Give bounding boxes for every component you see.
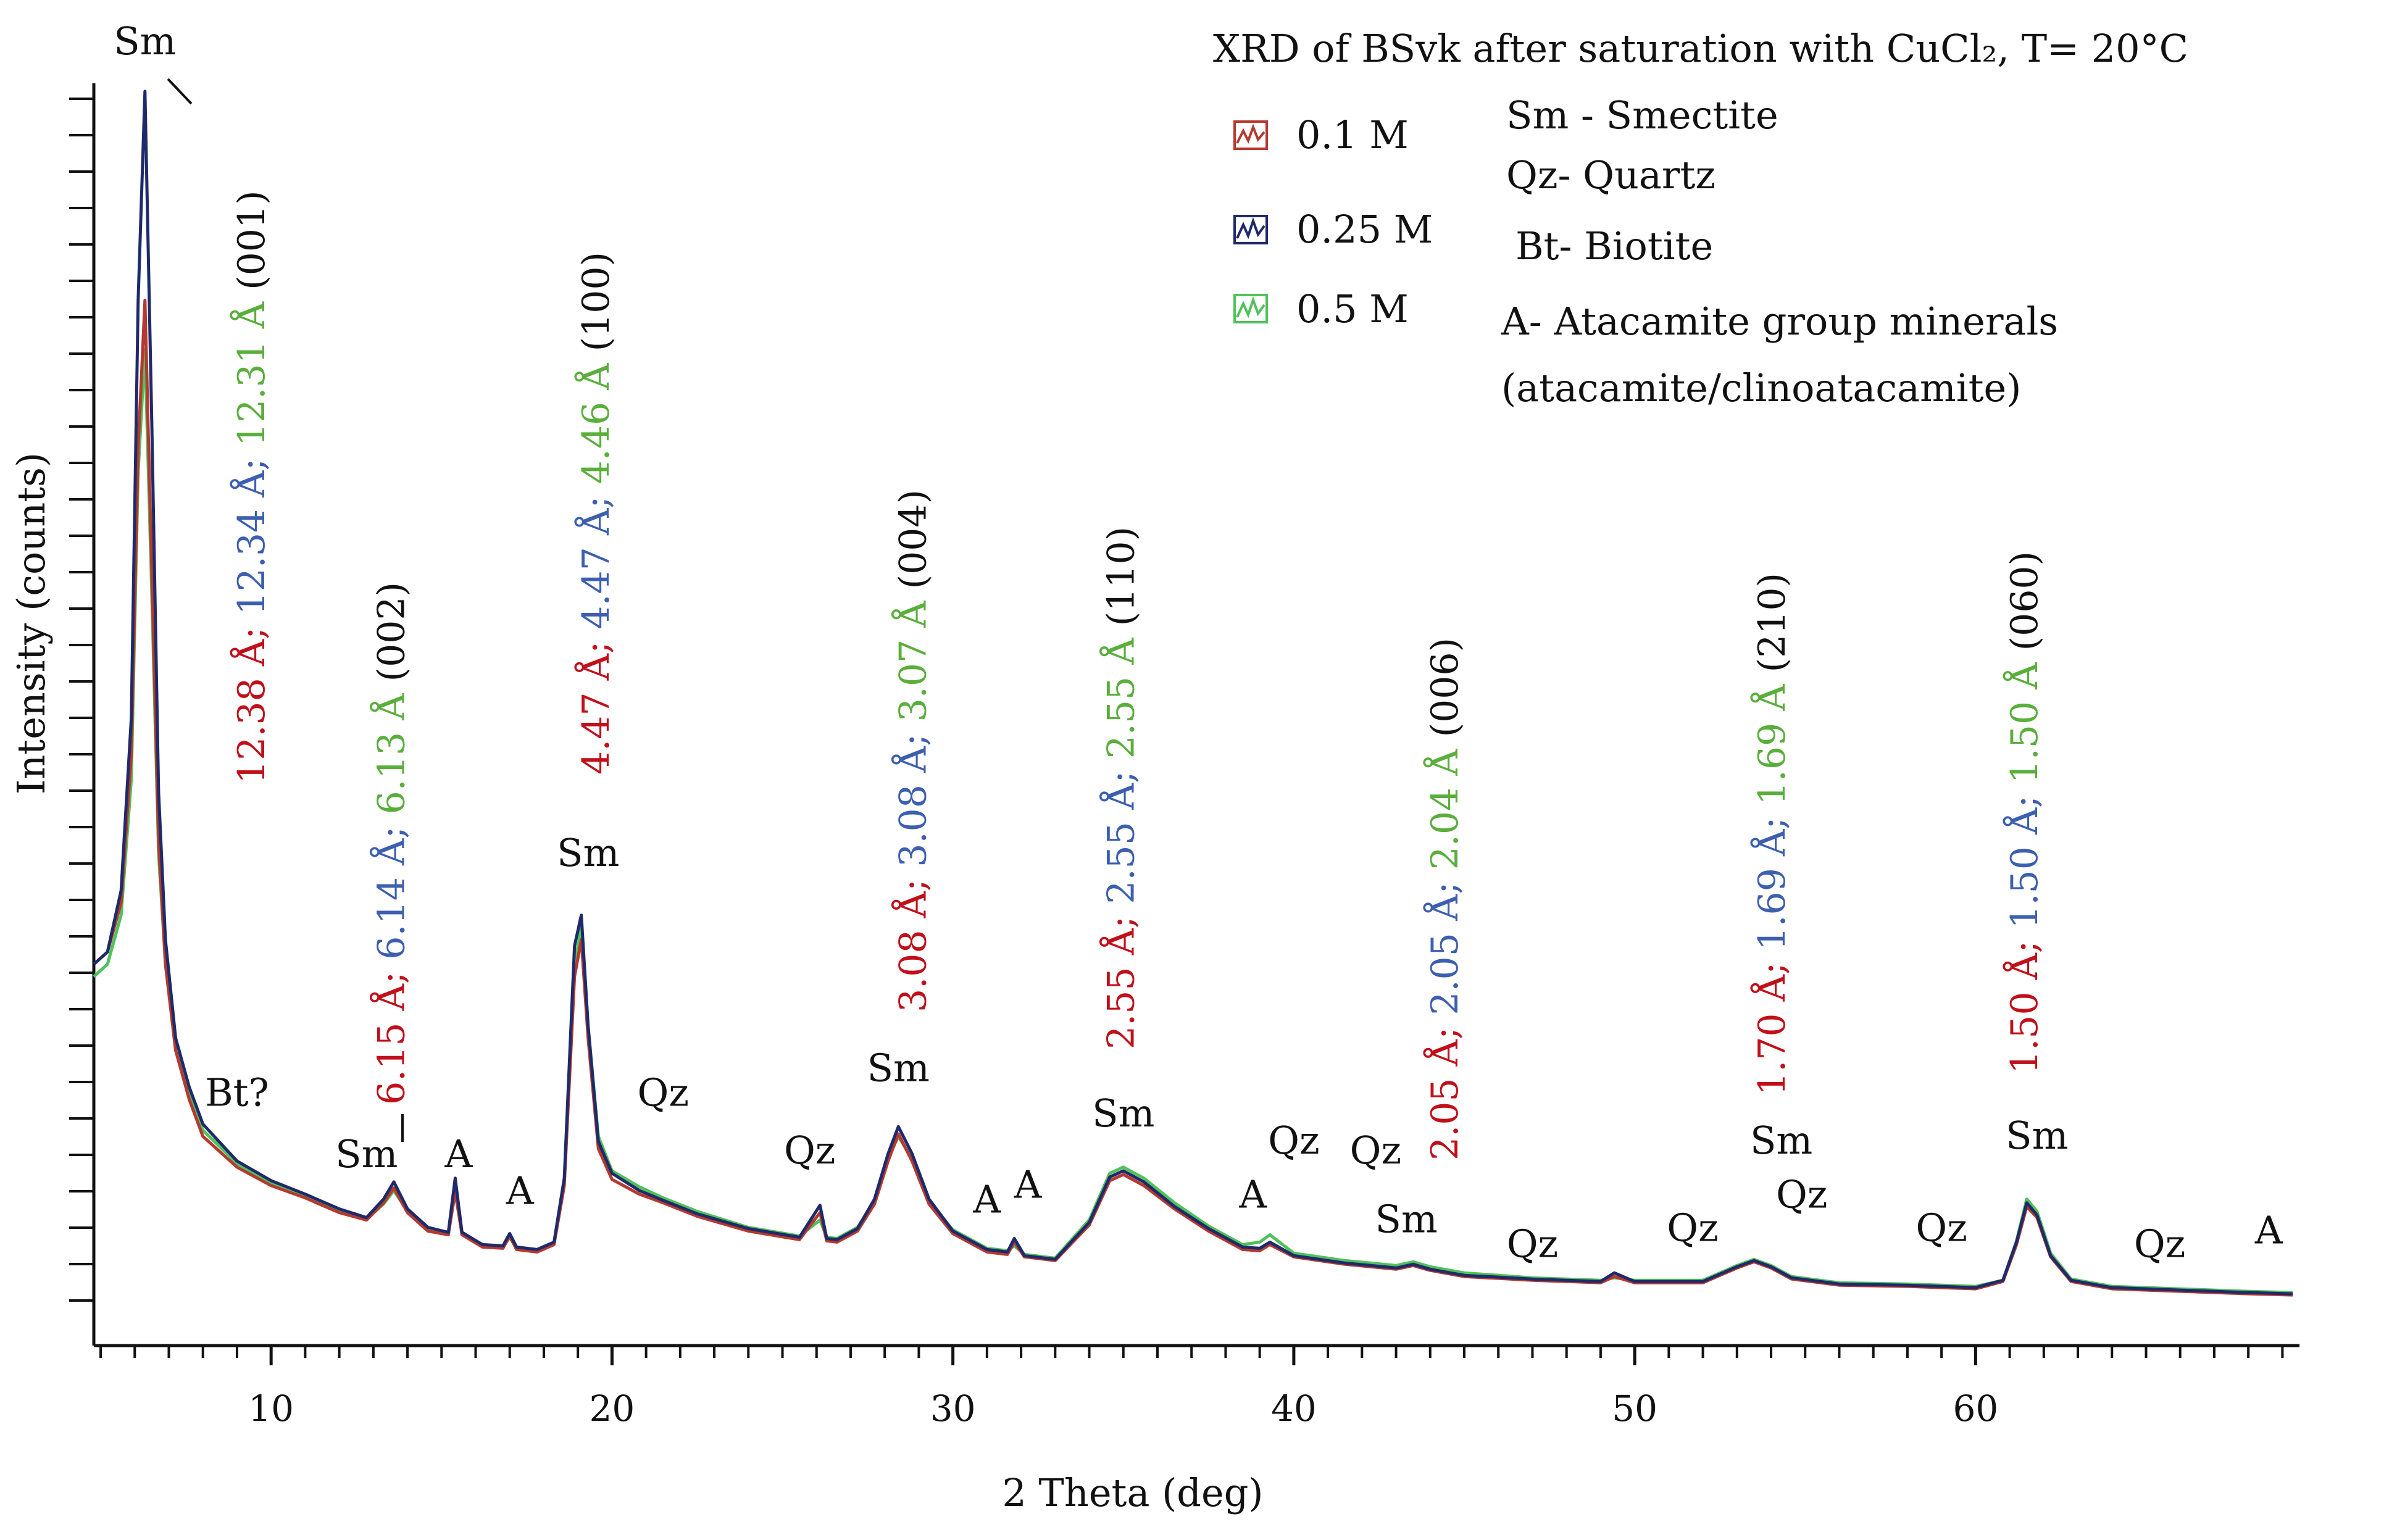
legend-entry-0.5m: 0.5 M [1233, 286, 1409, 331]
peak-label-qz: Qz [1916, 1205, 1967, 1250]
peak-label-a: A [972, 1177, 1001, 1222]
peak-label-qz: Qz [1776, 1172, 1828, 1217]
d-spacing-part: 4.47 Å; [574, 630, 618, 775]
legend: XRD of BSvk after saturation with CuCl₂,… [1213, 26, 2188, 410]
peak-label-qz: Qz [1268, 1118, 1320, 1163]
peak-label-a: A [444, 1131, 473, 1176]
peak-label-sm: Sm [867, 1045, 930, 1090]
peak-label-sm: Sm [114, 19, 176, 64]
d-spacing-part: (004) [892, 489, 935, 601]
legend-label-0.25m: 0.25 M [1296, 207, 1433, 252]
legend-entry-0.1m: 0.1 M [1233, 112, 1409, 157]
d-spacing-part: 3.08 Å; [891, 867, 935, 1012]
legend-label-0.1m: 0.1 M [1296, 112, 1409, 157]
mineral-key-atacamite: A- Atacamite group minerals [1501, 299, 2058, 344]
x-axis-ticks: 10 20 30 40 50 60 [99, 1346, 2284, 1430]
x-tick-label: 60 [1953, 1388, 1998, 1430]
legend-label-0.5m: 0.5 M [1296, 286, 1409, 331]
d-spacing-label: 4.47 Å; 4.47 Å; 4.46 Å (100) [574, 252, 618, 775]
d-spacing-label: 2.55 Å; 2.55 Å; 2.55 Å (110) [1099, 527, 1143, 1049]
mineral-key-biotite: Bt- Biotite [1515, 223, 1713, 268]
d-spacing-part: 12.31 Å [230, 301, 273, 446]
y-axis-minor-ticks [69, 98, 94, 1302]
d-spacing-part: (210) [1751, 573, 1794, 684]
d-spacing-part: 1.69 Å; [1750, 805, 1794, 950]
d-spacing-part: 2.05 Å; [1423, 870, 1467, 1015]
d-spacing-part: 1.69 Å [1750, 684, 1794, 805]
peak-label-qz: Qz [637, 1070, 689, 1115]
x-tick-label: 10 [248, 1388, 294, 1430]
d-spacing-label: 1.50 Å; 1.50 Å; 1.50 Å (060) [2003, 551, 2046, 1074]
mineral-key-smectite: Sm - Smectite [1506, 93, 1778, 138]
x-tick-label: 40 [1271, 1388, 1317, 1430]
peak-label-sm: Sm [2006, 1113, 2068, 1158]
d-spacing-part: (001) [230, 190, 273, 301]
legend-swatch-line-0.5m [1236, 296, 1265, 318]
peak-label-sm: Sm [335, 1131, 398, 1176]
d-spacing-part: 1.50 Å [2003, 662, 2046, 784]
d-spacing-label: 6.15 Å; 6.14 Å; 6.13 Å (002) [370, 582, 414, 1105]
y-axis-label: Intensity (counts) [9, 452, 54, 794]
d-spacing-part: 4.46 Å [574, 363, 618, 485]
legend-entry-0.25m: 0.25 M [1233, 207, 1433, 252]
d-spacing-part: 12.34 Å; [230, 446, 273, 615]
peak-label-sm: Sm [557, 830, 619, 875]
d-spacing-part: 2.55 Å; [1099, 759, 1143, 904]
d-spacing-part: (110) [1099, 527, 1143, 638]
peak-label-qz: Qz [1667, 1205, 1719, 1250]
d-spacing-part: 2.55 Å; [1099, 904, 1143, 1049]
d-spacing-part: 6.14 Å; [370, 814, 414, 959]
d-spacing-part: 1.50 Å; [2003, 783, 2046, 928]
x-axis-label: 2 Theta (deg) [1002, 1470, 1263, 1515]
d-spacing-part: 1.70 Å; [1750, 951, 1794, 1096]
series-group [93, 89, 2293, 1297]
peak-label-a: A [2254, 1207, 2283, 1252]
d-spacing-part: 12.38 Å; [230, 615, 273, 784]
peak-label-qz: Qz [2134, 1221, 2186, 1266]
mineral-key-atacamite-detail: (atacamite/clinoatacamite) [1501, 365, 2021, 410]
peak-label-a: A [1238, 1172, 1267, 1217]
x-tick-label: 30 [930, 1388, 976, 1430]
chart-title: XRD of BSvk after saturation with CuCl₂,… [1213, 26, 2188, 71]
d-spacing-part: (006) [1424, 638, 1467, 749]
x-tick-label: 20 [590, 1388, 635, 1430]
d-spacing-label: 2.05 Å; 2.05 Å; 2.04 Å (006) [1423, 638, 1467, 1160]
d-spacing-part: 3.07 Å [891, 601, 935, 722]
peak-label-sm: Sm [1092, 1091, 1154, 1136]
d-spacing-label: 1.70 Å; 1.69 Å; 1.69 Å (210) [1750, 573, 1794, 1096]
x-tick-label: 50 [1612, 1388, 1657, 1430]
legend-swatch-line-0.25m [1236, 217, 1265, 239]
d-spacing-part: (002) [370, 582, 414, 693]
d-spacing-part: 2.04 Å [1423, 749, 1467, 870]
legend-swatch-line-0.1m [1236, 123, 1265, 144]
d-spacing-part: (060) [2003, 551, 2046, 662]
d-spacing-part: 2.05 Å; [1423, 1015, 1467, 1160]
d-spacing-part: 2.55 Å [1099, 638, 1143, 759]
peak-label-sm: Sm [1375, 1196, 1437, 1241]
axes: 10 20 30 40 50 60 [69, 83, 2299, 1430]
d-spacing-label: 12.38 Å; 12.34 Å; 12.31 Å (001) [230, 190, 273, 784]
d-spacing-label: 3.08 Å; 3.08 Å; 3.07 Å (004) [891, 489, 935, 1012]
peak-label-a: A [506, 1168, 535, 1213]
d-spacing-part: 4.47 Å; [574, 484, 618, 629]
peak-label-bt: Bt? [205, 1070, 269, 1115]
d-spacing-part: 6.15 Å; [370, 960, 414, 1105]
d-spacing-part: 6.13 Å [370, 693, 414, 815]
sm-peak-leader [167, 78, 193, 105]
peak-label-qz: Qz [1350, 1128, 1402, 1173]
d-spacing-part: 3.08 Å; [891, 722, 935, 867]
peak-label-qz: Qz [1507, 1221, 1559, 1266]
peak-label-a: A [1014, 1162, 1043, 1207]
d-spacing-part: (100) [575, 252, 618, 363]
series-line-0.5m [93, 348, 2293, 1294]
peak-label-qz: Qz [784, 1128, 836, 1173]
series-line-0.25m [93, 89, 2293, 1296]
series-line-0.1m [93, 299, 2293, 1297]
d-spacing-labels: 12.38 Å; 12.34 Å; 12.31 Å (001) 6.15 Å; 6… [230, 190, 2046, 1160]
peak-label-sm: Sm [1750, 1118, 1812, 1163]
d-spacing-part: 1.50 Å; [2003, 929, 2046, 1074]
mineral-key-quartz: Qz- Quartz [1506, 152, 1715, 198]
